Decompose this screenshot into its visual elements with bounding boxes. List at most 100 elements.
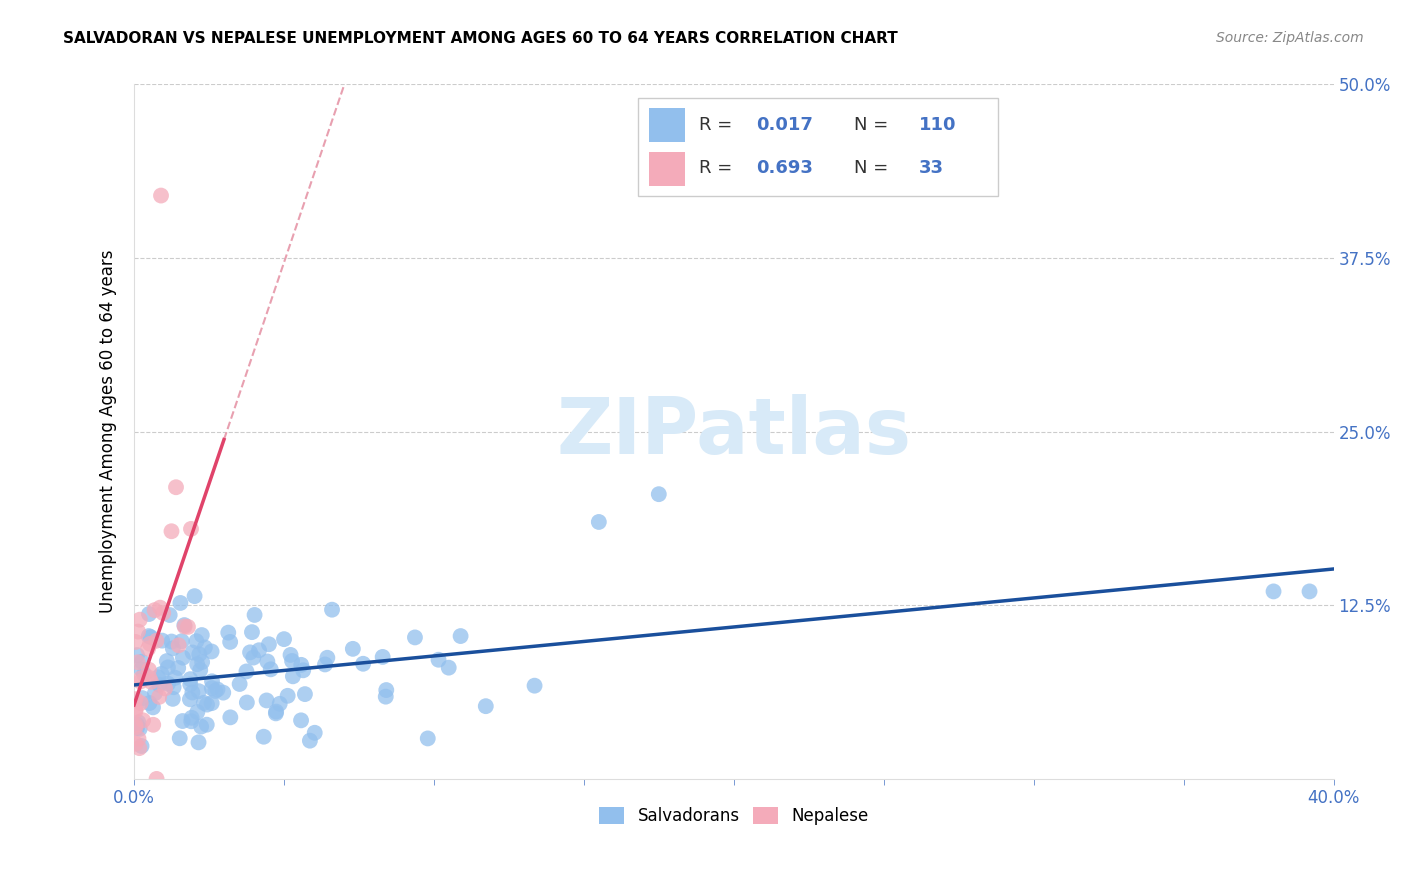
Point	[124, 702, 146, 716]
Point	[125, 721, 148, 735]
Point	[207, 682, 229, 697]
Point	[167, 638, 190, 652]
Point	[217, 625, 239, 640]
Point	[186, 634, 208, 648]
Point	[128, 741, 150, 756]
Point	[191, 655, 214, 669]
Point	[277, 689, 299, 703]
Point	[138, 696, 160, 710]
Point	[195, 717, 218, 731]
Point	[416, 731, 439, 746]
Point	[180, 714, 202, 729]
Point	[131, 655, 153, 669]
Point	[188, 648, 211, 662]
Point	[523, 679, 546, 693]
Point	[138, 629, 160, 643]
Point	[264, 705, 287, 719]
Point	[124, 692, 146, 706]
Point	[437, 660, 460, 674]
Point	[280, 648, 302, 662]
Point	[304, 725, 326, 739]
Point	[124, 737, 146, 751]
Point	[247, 643, 270, 657]
Point	[172, 650, 194, 665]
Point	[170, 634, 193, 648]
Point	[124, 704, 146, 718]
Point	[128, 722, 150, 736]
Point	[131, 739, 153, 753]
Point	[131, 691, 153, 706]
Point	[127, 715, 149, 730]
Point	[148, 690, 170, 704]
Point	[200, 644, 222, 658]
Point	[180, 711, 202, 725]
Point	[143, 603, 166, 617]
Point	[177, 620, 200, 634]
Point	[374, 690, 396, 704]
Point	[240, 625, 263, 640]
Point	[179, 692, 201, 706]
Point	[294, 687, 316, 701]
Point	[136, 641, 159, 656]
Point	[201, 681, 224, 695]
Point	[142, 700, 165, 714]
Point	[375, 683, 398, 698]
Point	[201, 674, 224, 689]
Point	[146, 670, 169, 684]
Point	[129, 674, 152, 689]
Point	[129, 671, 152, 685]
Point	[228, 677, 250, 691]
Point	[139, 630, 162, 644]
Point	[1298, 584, 1320, 599]
Text: SALVADORAN VS NEPALESE UNEMPLOYMENT AMONG AGES 60 TO 64 YEARS CORRELATION CHART: SALVADORAN VS NEPALESE UNEMPLOYMENT AMON…	[63, 31, 898, 46]
Point	[162, 680, 184, 694]
Point	[404, 631, 426, 645]
Point	[160, 524, 183, 539]
Point	[149, 600, 172, 615]
Point	[128, 613, 150, 627]
Point	[588, 515, 610, 529]
Point	[236, 696, 259, 710]
Point	[188, 663, 211, 677]
Point	[204, 684, 226, 698]
Point	[124, 718, 146, 732]
Point	[243, 607, 266, 622]
Point	[314, 657, 336, 672]
Point	[195, 698, 218, 712]
Text: Source: ZipAtlas.com: Source: ZipAtlas.com	[1216, 31, 1364, 45]
Point	[138, 663, 160, 677]
Point	[156, 654, 179, 668]
Point	[201, 696, 224, 710]
Point	[179, 672, 201, 686]
Point	[316, 650, 339, 665]
Point	[187, 684, 209, 698]
Point	[212, 685, 235, 699]
Point	[152, 606, 174, 620]
Point	[172, 714, 194, 728]
Point	[190, 720, 212, 734]
Point	[150, 633, 173, 648]
Point	[173, 618, 195, 632]
Point	[139, 637, 162, 651]
Point	[153, 681, 176, 696]
Point	[129, 696, 152, 710]
Point	[127, 655, 149, 669]
Point	[260, 662, 283, 676]
Point	[125, 648, 148, 662]
Point	[139, 674, 162, 689]
Point	[160, 634, 183, 648]
Point	[475, 699, 498, 714]
Point	[142, 718, 165, 732]
Point	[169, 596, 191, 610]
Point	[138, 607, 160, 621]
Point	[450, 629, 472, 643]
Point	[256, 693, 278, 707]
Point	[150, 188, 173, 202]
Point	[127, 624, 149, 639]
Point	[145, 633, 167, 648]
Point	[165, 671, 187, 685]
Point	[156, 676, 179, 690]
Point	[298, 733, 321, 747]
Point	[242, 650, 264, 665]
Point	[292, 663, 315, 677]
